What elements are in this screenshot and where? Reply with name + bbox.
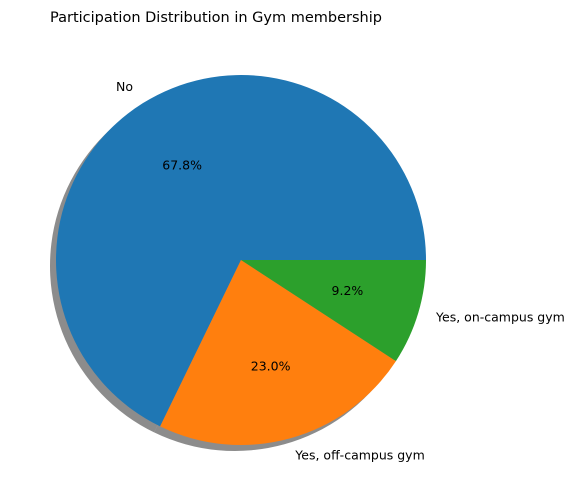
value-label-no: 67.8%	[162, 157, 202, 172]
pie-slice-yes-off-campus-gym	[160, 260, 396, 445]
category-label-no: No	[116, 79, 133, 94]
category-label-yes-on-campus-gym: Yes, on-campus gym	[435, 310, 565, 325]
value-label-yes-on-campus-gym: 9.2%	[332, 283, 364, 298]
chart-title: Participation Distribution in Gym member…	[50, 10, 382, 26]
pie-labels: No 67.8% Yes, off-campus gym 23.0% Yes, on-c…	[116, 79, 565, 463]
pie-slices	[55, 75, 426, 445]
value-label-yes-off-campus-gym: 23.0%	[251, 358, 291, 373]
pie-slice-no	[55, 75, 426, 427]
pie-slice-yes-on-campus-gym	[241, 260, 426, 362]
category-label-yes-off-campus-gym: Yes, off-campus gym	[294, 448, 424, 463]
